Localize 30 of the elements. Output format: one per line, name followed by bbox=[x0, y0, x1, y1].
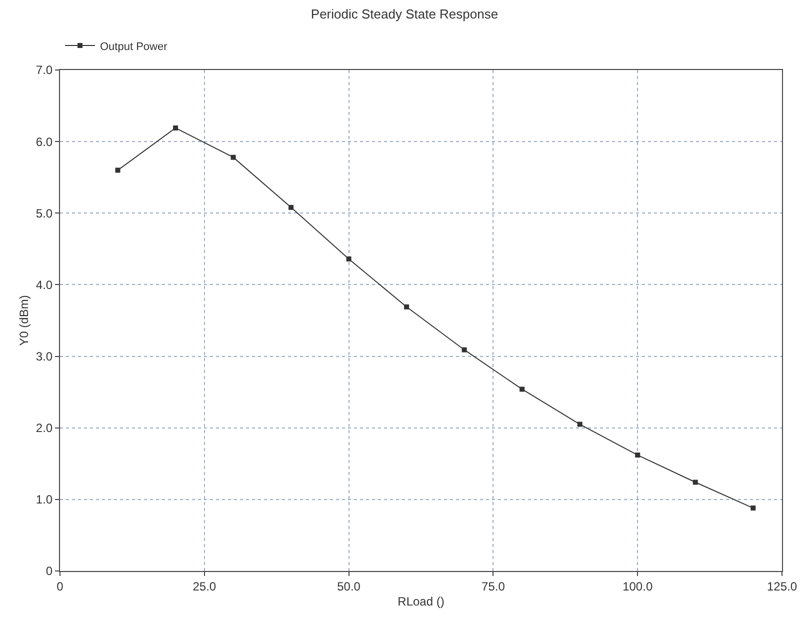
y-tick-label: 7.0 bbox=[36, 63, 53, 78]
y-tick-label: 3.0 bbox=[36, 349, 53, 364]
point bbox=[462, 347, 467, 352]
point bbox=[115, 168, 120, 173]
point bbox=[577, 422, 582, 427]
point bbox=[288, 204, 294, 210]
x-tick-label: 75.0 bbox=[482, 579, 506, 594]
point bbox=[404, 304, 410, 310]
x-tick-label: 100.0 bbox=[622, 579, 653, 594]
y-tick-label: 4.0 bbox=[36, 278, 53, 292]
x-axis-title: RLoad () bbox=[398, 594, 444, 608]
x-tick-label: 0 bbox=[56, 579, 64, 594]
x-tick-label: 125.0 bbox=[766, 579, 798, 594]
y-tick-label: 5.0 bbox=[36, 206, 53, 220]
chart-title: Periodic Steady State Response bbox=[310, 6, 498, 22]
y-tick-label: 0 bbox=[46, 564, 53, 578]
point bbox=[346, 256, 352, 262]
y-tick-label: 2.0 bbox=[36, 421, 53, 436]
y-axis-title: Y0 (dBm) bbox=[17, 295, 32, 346]
point bbox=[635, 452, 640, 458]
y-tick-label: 6.0 bbox=[36, 134, 53, 149]
x-tick-label: 50.0 bbox=[337, 579, 361, 594]
point bbox=[750, 506, 756, 511]
point bbox=[692, 480, 698, 485]
x-tick-label: 25.0 bbox=[192, 579, 216, 594]
y-tick-label: 1.0 bbox=[36, 492, 53, 507]
point bbox=[230, 154, 236, 160]
point bbox=[520, 386, 525, 392]
legend-label: Output Power bbox=[100, 40, 168, 53]
point bbox=[173, 125, 178, 130]
